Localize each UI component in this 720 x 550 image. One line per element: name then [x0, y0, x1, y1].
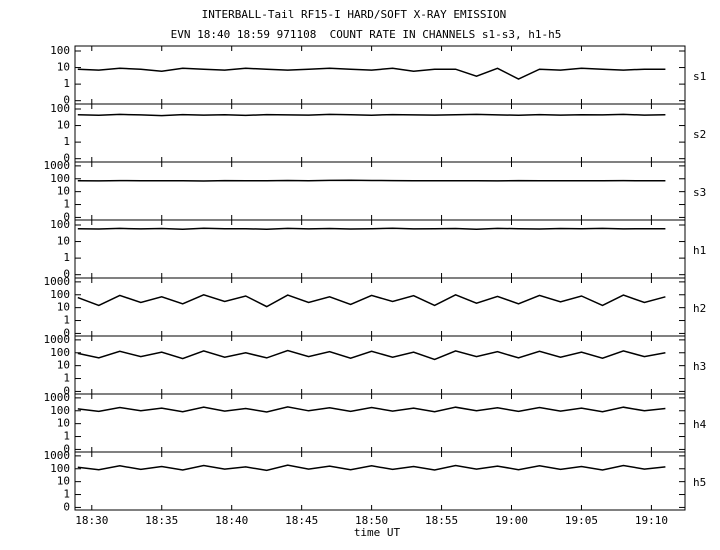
series-line: [77, 293, 666, 308]
panel-label: h5: [693, 476, 706, 489]
series-line: [77, 349, 666, 361]
y-tick-label: 0: [63, 442, 70, 455]
series-line: [77, 464, 666, 472]
y-tick-label: 10: [57, 359, 70, 372]
panel-label: s1: [693, 70, 706, 83]
y-tick-label: 0: [63, 152, 70, 165]
y-tick-label: 10: [57, 185, 70, 198]
x-tick-label: 18:40: [215, 514, 248, 527]
panel-label: s2: [693, 128, 706, 141]
y-tick-label: 1: [63, 488, 70, 501]
series-line: [77, 67, 666, 80]
x-tick-label: 19:05: [565, 514, 598, 527]
y-tick-label: 1: [63, 430, 70, 443]
x-tick-label: 18:50: [355, 514, 388, 527]
y-tick-label: 0: [63, 500, 70, 513]
y-tick-label: 100: [50, 218, 70, 231]
series-line: [77, 179, 666, 182]
y-tick-label: 10: [57, 301, 70, 314]
y-tick-label: 10: [57, 475, 70, 488]
y-tick-label: 10: [57, 119, 70, 132]
y-tick-label: 0: [63, 210, 70, 223]
y-tick-label: 1: [63, 198, 70, 211]
y-tick-label: 1000: [44, 275, 71, 288]
y-tick-label: 100: [50, 172, 70, 185]
x-tick-label: 19:00: [495, 514, 528, 527]
y-tick-label: 10: [57, 235, 70, 248]
y-tick-label: 1: [63, 77, 70, 90]
y-tick-label: 100: [50, 462, 70, 475]
series-line: [77, 406, 666, 413]
x-tick-label: 18:55: [425, 514, 458, 527]
y-tick-label: 1: [63, 251, 70, 264]
chart-title: INTERBALL-Tail RF15-I HARD/SOFT X-RAY EM…: [202, 8, 507, 21]
y-tick-label: 1000: [44, 391, 71, 404]
chart-subtitle: EVN 18:40 18:59 971108 COUNT RATE IN CHA…: [171, 28, 562, 41]
panel-label: h3: [693, 360, 706, 373]
y-tick-label: 10: [57, 61, 70, 74]
panel-frame: [74, 451, 686, 511]
panel-label: s3: [693, 186, 706, 199]
series-line: [77, 113, 666, 117]
x-tick-label: 18:35: [145, 514, 178, 527]
y-tick-label: 0: [63, 268, 70, 281]
y-tick-label: 100: [50, 404, 70, 417]
panel-label: h1: [693, 244, 706, 257]
y-tick-label: 1: [63, 135, 70, 148]
y-tick-label: 1000: [44, 449, 71, 462]
y-tick-label: 1: [63, 372, 70, 385]
panel-label: h4: [693, 418, 707, 431]
y-tick-label: 0: [63, 94, 70, 107]
y-tick-label: 1000: [44, 333, 71, 346]
y-tick-label: 0: [63, 326, 70, 339]
series-line: [77, 227, 666, 231]
y-tick-label: 1000: [44, 159, 71, 172]
panel-label: h2: [693, 302, 706, 315]
y-tick-label: 0: [63, 384, 70, 397]
x-tick-label: 19:10: [635, 514, 668, 527]
y-tick-label: 100: [50, 288, 70, 301]
y-tick-label: 100: [50, 346, 70, 359]
x-tick-label: 18:30: [75, 514, 108, 527]
y-tick-label: 10: [57, 417, 70, 430]
y-tick-label: 1: [63, 314, 70, 327]
y-tick-label: 100: [50, 44, 70, 57]
y-tick-label: 100: [50, 102, 70, 115]
x-tick-label: 18:45: [285, 514, 318, 527]
x-axis-label: time UT: [354, 526, 401, 539]
